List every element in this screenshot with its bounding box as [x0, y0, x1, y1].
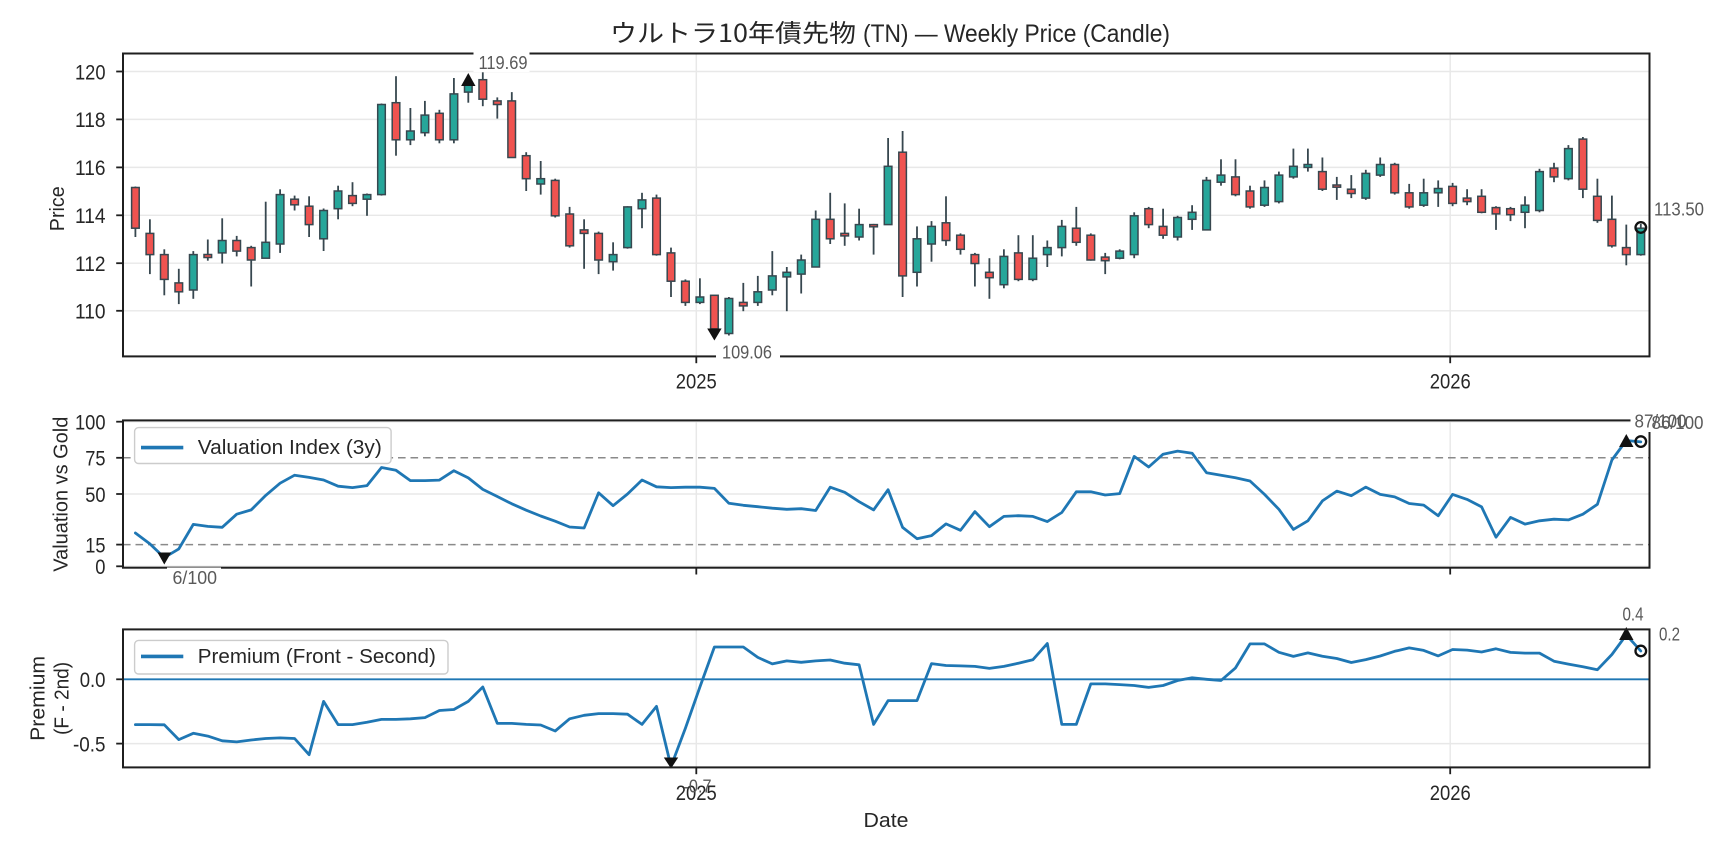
svg-text:112: 112	[75, 253, 106, 276]
svg-text:116: 116	[75, 157, 106, 180]
svg-text:Valuation Index (3y): Valuation Index (3y)	[198, 436, 382, 459]
svg-text:6/100: 6/100	[173, 568, 218, 588]
svg-text:2026: 2026	[1430, 782, 1471, 805]
svg-text:0.0: 0.0	[80, 669, 106, 692]
svg-text:(TN) — Weekly Price (Candle): (TN) — Weekly Price (Candle)	[863, 20, 1170, 48]
svg-text:2025: 2025	[676, 371, 717, 394]
svg-text:0: 0	[95, 556, 105, 579]
svg-text:118: 118	[75, 109, 106, 132]
svg-text:113.50: 113.50	[1654, 200, 1704, 220]
svg-text:0.4: 0.4	[1623, 605, 1644, 625]
svg-text:109.06: 109.06	[722, 343, 772, 363]
svg-text:Valuation vs Gold: Valuation vs Gold	[50, 417, 72, 572]
svg-text:119.69: 119.69	[479, 53, 528, 73]
svg-text:0.2: 0.2	[1659, 625, 1680, 645]
svg-text:75: 75	[85, 448, 105, 471]
svg-text:Date: Date	[864, 810, 909, 832]
svg-text:Price: Price	[47, 186, 69, 231]
svg-text:100: 100	[75, 412, 106, 435]
svg-text:-0.7: -0.7	[684, 777, 712, 797]
svg-text:-0.5: -0.5	[73, 733, 106, 756]
svg-text:120: 120	[75, 61, 106, 84]
svg-text:Premium: Premium	[27, 656, 49, 741]
svg-text:(F - 2nd): (F - 2nd)	[51, 662, 73, 735]
svg-text:50: 50	[85, 484, 105, 507]
svg-text:110: 110	[75, 301, 106, 324]
svg-text:15: 15	[85, 534, 105, 557]
svg-text:114: 114	[75, 205, 106, 228]
svg-text:2026: 2026	[1430, 371, 1471, 394]
svg-text:87/100: 87/100	[1635, 411, 1687, 431]
svg-text:2025: 2025	[676, 782, 717, 805]
svg-text:Premium (Front - Second): Premium (Front - Second)	[198, 645, 436, 668]
svg-text:86/100: 86/100	[1652, 413, 1704, 433]
